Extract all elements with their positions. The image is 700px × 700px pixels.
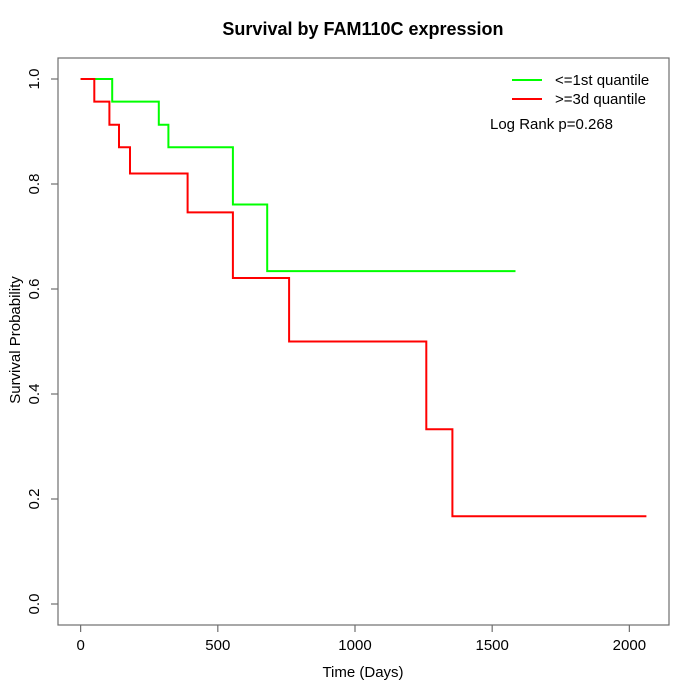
y-axis-label: Survival Probability: [7, 276, 24, 404]
x-axis-ticks: 0 500 1000 1500 2000: [76, 625, 646, 654]
y-tick-label: 0.6: [26, 279, 43, 300]
y-tick-label: 0.2: [26, 489, 43, 510]
survival-curve-green: [80, 78, 516, 273]
y-tick-label: 1.0: [26, 69, 43, 90]
plot-title: Survival by FAM110C expression: [222, 19, 503, 39]
plot-box: [57, 57, 670, 626]
log-rank-annotation: Log Rank p=0.268: [490, 116, 613, 133]
legend-label-red: >=3d quantile: [555, 91, 646, 108]
x-tick-label: 500: [205, 637, 230, 654]
x-axis-label: Time (Days): [322, 664, 403, 681]
x-tick-label: 0: [76, 637, 84, 654]
survival-curve-red: [80, 78, 647, 518]
y-tick-label: 0.0: [26, 594, 43, 615]
y-tick-label: 0.4: [26, 384, 43, 405]
legend-label-green: <=1st quantile: [555, 72, 649, 89]
y-axis-ticks: 0.0 0.2 0.4 0.6 0.8 1.0: [26, 69, 58, 615]
survival-curves: [80, 78, 647, 518]
x-tick-label: 1500: [475, 637, 508, 654]
x-tick-label: 1000: [338, 637, 371, 654]
x-tick-label: 2000: [613, 637, 646, 654]
y-tick-label: 0.8: [26, 174, 43, 195]
